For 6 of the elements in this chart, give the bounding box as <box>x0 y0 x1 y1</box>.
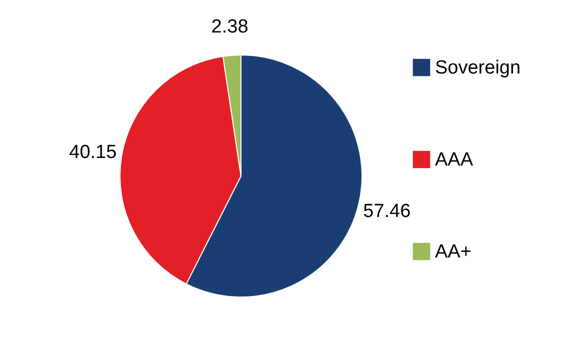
data-label: 57.46 <box>363 200 411 222</box>
legend-label: AAA <box>435 150 474 170</box>
legend-label: Sovereign <box>435 58 521 78</box>
data-label: 2.38 <box>211 16 248 38</box>
data-label: 40.15 <box>69 142 117 164</box>
legend-label: AA+ <box>435 242 472 262</box>
